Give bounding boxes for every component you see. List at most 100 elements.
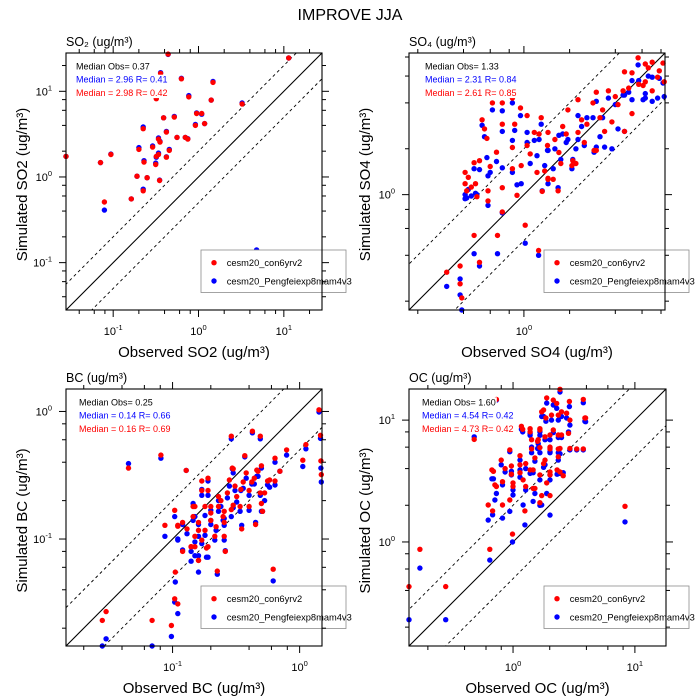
scatter-point-cesm20-con6yrv2	[509, 144, 516, 151]
scatter-point-cesm20-con6yrv2	[165, 51, 171, 57]
x-axis-label: Observed SO4 (ug/m³)	[461, 344, 613, 361]
scatter-point-cesm20-pengfeiexp8mam4v3	[499, 108, 505, 114]
scatter-point-cesm20-con6yrv2	[580, 396, 586, 403]
scatter-point-cesm20-con6yrv2	[498, 457, 504, 463]
scatter-point-cesm20-con6yrv2	[531, 129, 537, 136]
y-tick-label: 10-1	[33, 255, 52, 270]
scatter-point-cesm20-con6yrv2	[554, 400, 560, 407]
scatter-point-cesm20-con6yrv2	[199, 478, 205, 484]
scatter-point-cesm20-con6yrv2	[593, 147, 599, 154]
scatter-point-cesm20-con6yrv2	[484, 135, 490, 142]
scatter-point-cesm20-con6yrv2	[547, 472, 553, 478]
scatter-point-cesm20-con6yrv2	[185, 136, 191, 142]
scatter-point-cesm20-pengfeiexp8mam4v3	[270, 578, 276, 584]
stats-text-background	[78, 397, 154, 408]
tick-label-exponent: -1	[45, 255, 52, 264]
scatter-point-cesm20-con6yrv2	[212, 533, 218, 539]
axis-ticks	[59, 46, 329, 317]
scatter-point-cesm20-con6yrv2	[487, 163, 493, 170]
scatter-point-cesm20-pengfeiexp8mam4v3	[489, 512, 496, 518]
scatter-point-cesm20-con6yrv2	[626, 85, 632, 91]
scatter-point-cesm20-pengfeiexp8mam4v3	[527, 160, 533, 167]
scatter-point-cesm20-pengfeiexp8mam4v3	[485, 173, 491, 179]
scatter-point-cesm20-con6yrv2	[645, 65, 651, 71]
scatter-point-cesm20-pengfeiexp8mam4v3	[195, 553, 202, 559]
scatter-point-cesm20-con6yrv2	[128, 196, 134, 202]
scatter-point-cesm20-pengfeiexp8mam4v3	[629, 97, 635, 103]
scatter-point-cesm20-con6yrv2	[172, 596, 178, 602]
scatter-point-cesm20-con6yrv2	[584, 121, 590, 127]
scatter-point-cesm20-pengfeiexp8mam4v3	[417, 565, 423, 571]
scatter-point-cesm20-con6yrv2	[251, 475, 257, 481]
scatter-point-cesm20-pengfeiexp8mam4v3	[528, 450, 535, 456]
stats-model-pengfei: Median = 4.54 R= 0.42	[422, 411, 514, 421]
scatter-point-cesm20-pengfeiexp8mam4v3	[545, 181, 551, 187]
x-axis-label: Observed BC (ug/m³)	[123, 680, 266, 697]
legend-marker	[211, 596, 217, 602]
scatter-point-cesm20-pengfeiexp8mam4v3	[567, 422, 573, 428]
scatter-point-cesm20-pengfeiexp8mam4v3	[509, 137, 516, 144]
factor-2-lower-line	[454, 98, 665, 310]
scatter-point-cesm20-con6yrv2	[457, 281, 463, 287]
scatter-point-cesm20-con6yrv2	[101, 199, 108, 205]
scatter-point-cesm20-con6yrv2	[499, 185, 505, 191]
tick-label-base: 10	[516, 326, 528, 338]
legend-label: cesm20_con6yrv2	[227, 258, 302, 268]
scatter-point-cesm20-con6yrv2	[153, 153, 159, 160]
scatter-point-cesm20-pengfeiexp8mam4v3	[205, 492, 211, 498]
scatter-point-cesm20-con6yrv2	[620, 88, 626, 94]
factor-2-lower-line	[445, 425, 666, 646]
scatter-point-cesm20-con6yrv2	[459, 295, 465, 301]
scatter-point-cesm20-con6yrv2	[581, 139, 587, 146]
scatter-point-cesm20-con6yrv2	[489, 100, 496, 106]
scatter-point-cesm20-con6yrv2	[183, 467, 189, 474]
scatter-point-cesm20-con6yrv2	[485, 198, 491, 204]
scatter-point-cesm20-con6yrv2	[532, 455, 538, 461]
plot-frame	[408, 52, 666, 311]
scatter-point-cesm20-pengfeiexp8mam4v3	[202, 532, 208, 538]
legend-label: cesm20_con6yrv2	[570, 594, 645, 604]
scatter-point-cesm20-con6yrv2	[205, 544, 211, 550]
scatter-point-cesm20-con6yrv2	[563, 131, 569, 137]
tick-label-base: 10	[276, 326, 288, 338]
legend: cesm20_con6yrv2 cesm20_Pengfeiexp8mam4v3	[200, 585, 352, 629]
scatter-point-cesm20-pengfeiexp8mam4v3	[584, 115, 590, 121]
tick-label-base: 10	[36, 172, 48, 184]
scatter-point-cesm20-con6yrv2	[558, 409, 565, 415]
tick-label-exponent: 0	[391, 534, 395, 543]
scatter-point-cesm20-con6yrv2	[540, 407, 547, 413]
scatter-point-cesm20-con6yrv2	[208, 510, 214, 516]
scatter-point-cesm20-con6yrv2	[545, 129, 551, 136]
scatter-point-cesm20-con6yrv2	[140, 126, 146, 132]
legend-marker	[211, 614, 217, 620]
scatter-point-cesm20-con6yrv2	[560, 473, 566, 479]
scatter-point-cesm20-con6yrv2	[517, 453, 523, 459]
scatter-point-cesm20-pengfeiexp8mam4v3	[524, 129, 530, 136]
y-axis-label: Simulated BC (ug/m³)	[14, 448, 31, 592]
scatter-point-cesm20-con6yrv2	[550, 397, 556, 403]
scatter-point-cesm20-pengfeiexp8mam4v3	[573, 146, 579, 152]
scatter-point-cesm20-con6yrv2	[578, 117, 585, 123]
scatter-point-cesm20-pengfeiexp8mam4v3	[536, 136, 542, 143]
scatter-point-cesm20-con6yrv2	[575, 97, 581, 103]
scatter-point-cesm20-con6yrv2	[286, 55, 292, 61]
scatter-point-cesm20-con6yrv2	[172, 569, 178, 575]
scatter-point-cesm20-con6yrv2	[205, 487, 211, 494]
scatter-point-cesm20-con6yrv2	[162, 522, 168, 528]
scatter-point-cesm20-con6yrv2	[635, 55, 641, 61]
x-tick-label: 100	[516, 323, 532, 338]
tick-label-base: 10	[190, 326, 202, 338]
scatter-point-cesm20-con6yrv2	[567, 417, 573, 423]
scatter-point-cesm20-pengfeiexp8mam4v3	[175, 610, 181, 617]
scatter-point-cesm20-pengfeiexp8mam4v3	[492, 497, 498, 503]
scatter-point-cesm20-con6yrv2	[443, 583, 449, 590]
scatter-point-cesm20-con6yrv2	[524, 142, 530, 149]
panel-title: OC (ug/m³)	[409, 371, 472, 385]
scatter-point-cesm20-con6yrv2	[528, 446, 535, 452]
scatter-point-cesm20-pengfeiexp8mam4v3	[548, 417, 555, 423]
stats-median-obs: Median Obs= 0.37	[76, 61, 150, 71]
scatter-point-cesm20-pengfeiexp8mam4v3	[476, 166, 483, 173]
factor-2-lower-line	[91, 78, 322, 310]
scatter-point-cesm20-con6yrv2	[508, 463, 515, 469]
scatter-point-cesm20-pengfeiexp8mam4v3	[224, 495, 231, 501]
